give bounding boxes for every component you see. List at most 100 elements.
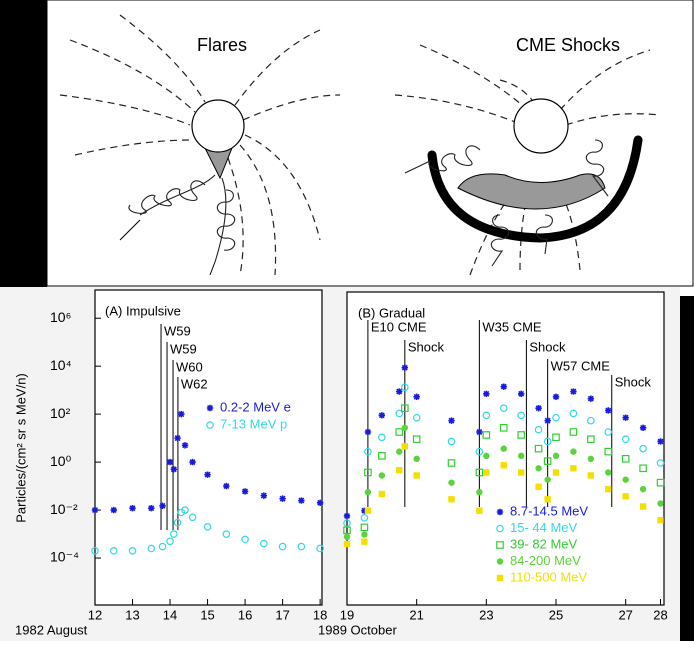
x-tick-label: 14 <box>163 607 177 622</box>
marker <box>364 468 372 477</box>
marker <box>343 540 351 548</box>
marker <box>166 458 174 466</box>
marker <box>413 472 420 479</box>
marker <box>552 393 560 401</box>
marker <box>569 428 578 436</box>
marker <box>361 538 368 545</box>
marker <box>587 395 595 402</box>
marker <box>206 421 214 429</box>
marker <box>401 443 409 450</box>
marker <box>639 444 647 453</box>
marker <box>500 445 507 452</box>
marker <box>401 404 409 412</box>
marker <box>499 424 508 432</box>
marker <box>482 411 491 420</box>
marker <box>401 364 409 371</box>
marker <box>360 523 369 532</box>
marker <box>500 462 507 469</box>
marker <box>298 497 305 504</box>
marker <box>621 455 630 463</box>
marker <box>622 476 629 483</box>
x-axis-label: 1989 October <box>318 622 397 637</box>
x-tick-label: 27 <box>618 607 632 622</box>
x-tick-label: 17 <box>275 607 289 622</box>
marker <box>278 542 287 551</box>
marker <box>552 413 560 422</box>
marker <box>181 442 189 449</box>
y-tick-label: 10⁻² <box>50 501 78 517</box>
marker <box>178 410 185 418</box>
marker <box>448 496 455 503</box>
marker <box>535 483 542 491</box>
marker <box>475 447 484 456</box>
marker <box>544 417 551 424</box>
marker <box>496 574 504 582</box>
marker <box>109 547 118 555</box>
marker <box>297 542 306 551</box>
marker <box>128 547 137 555</box>
marker <box>129 504 136 512</box>
marker <box>343 519 351 527</box>
marker <box>570 448 577 455</box>
marker <box>448 417 455 424</box>
marker <box>543 437 552 446</box>
marker <box>517 452 525 460</box>
marker <box>639 485 647 493</box>
marker <box>360 514 369 522</box>
event-label: W59 <box>164 323 191 338</box>
marker <box>395 428 404 436</box>
marker <box>166 537 174 546</box>
plot-area <box>94 289 323 606</box>
marker <box>364 447 372 456</box>
marker <box>401 424 409 432</box>
y-tick-label: 10⁻⁴ <box>50 549 79 565</box>
marker <box>496 508 504 516</box>
legend-label: 84-200 MeV <box>510 553 581 568</box>
marker <box>552 469 560 476</box>
border <box>680 296 694 641</box>
marker <box>378 490 386 498</box>
marker <box>476 507 483 514</box>
marker <box>517 411 525 420</box>
event-label: Shock <box>529 339 566 354</box>
marker <box>91 547 99 555</box>
x-tick-label: 21 <box>409 607 423 622</box>
marker <box>177 508 186 517</box>
event-label: W35 CME <box>482 319 542 334</box>
marker <box>499 404 508 412</box>
marker <box>639 503 647 510</box>
x-tick-label: 15 <box>200 607 214 622</box>
marker <box>483 452 490 460</box>
marker <box>147 544 156 553</box>
marker <box>552 452 560 460</box>
marker <box>364 488 372 496</box>
marker <box>517 390 525 398</box>
diagram-box <box>46 0 694 287</box>
marker <box>170 466 177 473</box>
marker <box>260 492 268 499</box>
marker <box>364 507 372 514</box>
marker <box>159 502 166 510</box>
marker <box>496 558 504 565</box>
marker <box>587 435 595 443</box>
marker <box>534 444 543 453</box>
legend-label: 39- 82 MeV <box>510 536 578 551</box>
marker <box>148 504 155 512</box>
legend-label: 0.2-2 MeV e <box>220 399 291 414</box>
event-label: W60 <box>176 359 203 374</box>
marker <box>604 428 613 436</box>
event-label: W57 CME <box>551 358 611 373</box>
y-tick-label: 10² <box>50 405 71 421</box>
cme-diagram <box>394 44 661 276</box>
marker <box>378 433 386 442</box>
event-label: W62 <box>181 376 208 391</box>
border <box>0 0 47 287</box>
y-axis-label: Particles/(cm² sr s MeV/n) <box>13 373 28 523</box>
diagram-label: Flares <box>197 35 247 55</box>
event-label: W59 <box>170 341 197 356</box>
marker <box>534 425 543 434</box>
panel-title: (B) Gradual <box>358 305 425 320</box>
marker <box>223 482 230 490</box>
marker <box>535 404 542 412</box>
marker <box>413 455 420 463</box>
